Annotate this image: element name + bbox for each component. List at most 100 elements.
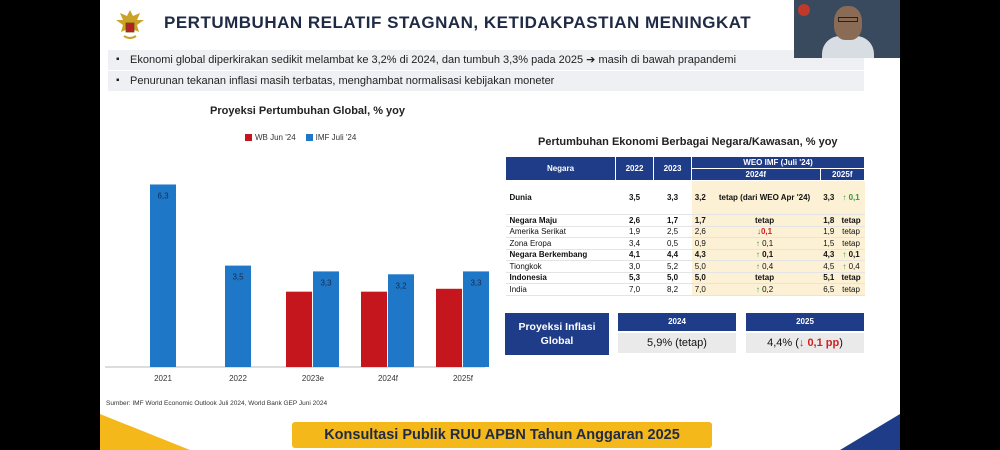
cell-value: 3,2: [694, 193, 706, 202]
growth-table: Negara 2022 2023 WEO IMF (Juli '24) 2024…: [505, 156, 865, 296]
cell-value: 2,6: [628, 215, 641, 225]
table-cell-b: 0,5: [653, 237, 692, 250]
cell-value: 1,5: [823, 238, 835, 248]
footer-decoration-right: [840, 414, 900, 450]
col-header-2023: 2023: [653, 156, 692, 181]
arrow-up-icon: ↑: [755, 238, 763, 248]
cell-value: 1,9: [628, 227, 641, 237]
col-header-weo: WEO IMF (Juli '24): [691, 156, 865, 169]
inflation-header-2024: 2024: [618, 313, 736, 331]
x-tick-label-2024f: 2024f: [378, 374, 399, 383]
cell-value: 4,5: [823, 261, 835, 271]
cell-value: 0,1: [848, 193, 860, 202]
table-cell-d: ↓0,1: [709, 226, 820, 238]
x-tick-label-2023e: 2023e: [302, 374, 325, 383]
cell-value: 4,3: [823, 250, 835, 260]
cell-value: 0,1: [762, 250, 774, 260]
cell-value: 0,1: [848, 250, 860, 260]
bullet-list: Ekonomi global diperkirakan sedikit mela…: [108, 50, 864, 92]
cell-value: 2,6: [694, 227, 706, 237]
speaker-glasses: [838, 17, 858, 22]
legend-item-wb: WB Jun '24: [245, 133, 296, 142]
table-row: Amerika Serikat 1,9 2,5 2,6 ↓0,1 1,9 tetap: [505, 226, 865, 238]
table-cell-b: 1,7: [653, 214, 692, 227]
table-cell-f: tetap: [837, 283, 865, 296]
table-cell-e: 3,3: [820, 180, 838, 215]
cell-value: 0,1: [762, 238, 774, 248]
cell-value: 0,4: [762, 261, 774, 271]
table-cell-a: 5,3: [615, 272, 654, 284]
cell-value: 3,4: [628, 238, 641, 248]
cell-value: 1,7: [666, 215, 679, 225]
table-cell-e: 1,5: [820, 237, 838, 250]
legend-item-imf: IMF Juli '24: [305, 133, 357, 142]
table-cell-a: 7,0: [615, 283, 654, 296]
table-cell-d: ↑ 0,1: [709, 249, 820, 261]
bullet-item: Penurunan tekanan inflasi masih terbatas…: [108, 71, 864, 91]
table-title: Pertumbuhan Ekonomi Berbagai Negara/Kawa…: [538, 136, 838, 148]
cell-value: tetap: [754, 215, 775, 225]
cell-value: Indonesia: [509, 273, 547, 283]
table-row: Tiongkok 3,0 5,2 5,0 ↑ 0,4 4,5 ↑ 0,4: [505, 260, 865, 273]
channel-logo-icon: [798, 4, 810, 16]
cell-value: 7,0: [628, 284, 641, 294]
cell-value: 3,0: [628, 261, 641, 271]
x-tick-label-2025f: 2025f: [453, 374, 474, 383]
legend-swatch-wb: [245, 134, 252, 142]
table-cell-name: Amerika Serikat: [505, 226, 616, 238]
bar-imf-2024f: [388, 274, 414, 367]
table-cell-d: tetap: [709, 272, 820, 284]
inflation-header-2025: 2025: [746, 313, 864, 331]
table-cell-f: ↑ 0,1: [837, 249, 865, 261]
bar-wb-2023e: [286, 291, 312, 367]
cell-value: 1,9: [823, 227, 835, 237]
arrow-up-icon: ↑: [842, 193, 849, 202]
arrow-up-icon: ↑: [755, 261, 763, 271]
webcam-video-tile[interactable]: [794, 0, 900, 58]
table-cell-e: 6,5: [820, 283, 838, 296]
col-header-negara: Negara: [505, 156, 616, 181]
cell-value: Negara Berkembang: [509, 250, 588, 260]
footer-banner: Konsultasi Publik RUU APBN Tahun Anggara…: [292, 422, 712, 448]
table-cell-b: 2,5: [653, 226, 692, 238]
legend-label-imf: IMF Juli '24: [315, 133, 357, 142]
cell-value: tetap: [841, 273, 861, 283]
table-cell-a: 3,0: [615, 260, 654, 273]
table-row: Negara Berkembang 4,1 4,4 4,3 ↑ 0,1 4,3 ↑ 0,1: [505, 249, 865, 261]
cell-value: 4,3: [694, 250, 706, 260]
cell-value: 5,0: [694, 261, 706, 271]
table-cell-c: 2,6: [691, 226, 710, 238]
cell-value: 0,5: [666, 238, 679, 248]
table-cell-e: 1,9: [820, 226, 838, 238]
cell-value: 0,9: [694, 238, 706, 248]
table-cell-e: 5,1: [820, 272, 838, 284]
table-cell-a: 2,6: [615, 214, 654, 227]
data-label-imf-2023e: 3,3: [320, 278, 332, 287]
data-label-imf-2024f: 3,2: [395, 281, 407, 290]
cell-value: 5,3: [628, 273, 641, 283]
col-header-2022: 2022: [615, 156, 654, 181]
cell-value: tetap: [842, 238, 860, 248]
table-cell-a: 3,5: [615, 180, 654, 215]
cell-value: 2,5: [666, 227, 679, 237]
table-cell-name: Tiongkok: [505, 260, 616, 273]
table-cell-a: 4,1: [615, 249, 654, 261]
cell-value: Amerika Serikat: [509, 227, 566, 237]
table-cell-name: India: [505, 283, 616, 296]
table-row: India 7,0 8,2 7,0 ↑ 0,2 6,5 tetap: [505, 283, 865, 296]
slide-title: PERTUMBUHAN RELATIF STAGNAN, KETIDAKPAST…: [164, 13, 752, 32]
cell-value: 5,0: [666, 273, 679, 283]
legend-swatch-imf: [305, 134, 313, 142]
table-cell-a: 1,9: [615, 226, 654, 238]
table-cell-b: 4,4: [653, 249, 692, 261]
table-cell-b: 3,3: [653, 180, 692, 215]
speaker-face: [834, 6, 862, 40]
cell-value: 0,4: [848, 261, 860, 271]
cell-value: tetap: [842, 227, 860, 237]
speaker-shirt: [822, 36, 874, 58]
inflation-2025-suffix: ): [839, 337, 843, 349]
data-label-imf-2022: 3,5: [232, 273, 244, 282]
bar-wb-2024f: [361, 291, 387, 367]
cell-value: 0,1: [760, 227, 773, 237]
